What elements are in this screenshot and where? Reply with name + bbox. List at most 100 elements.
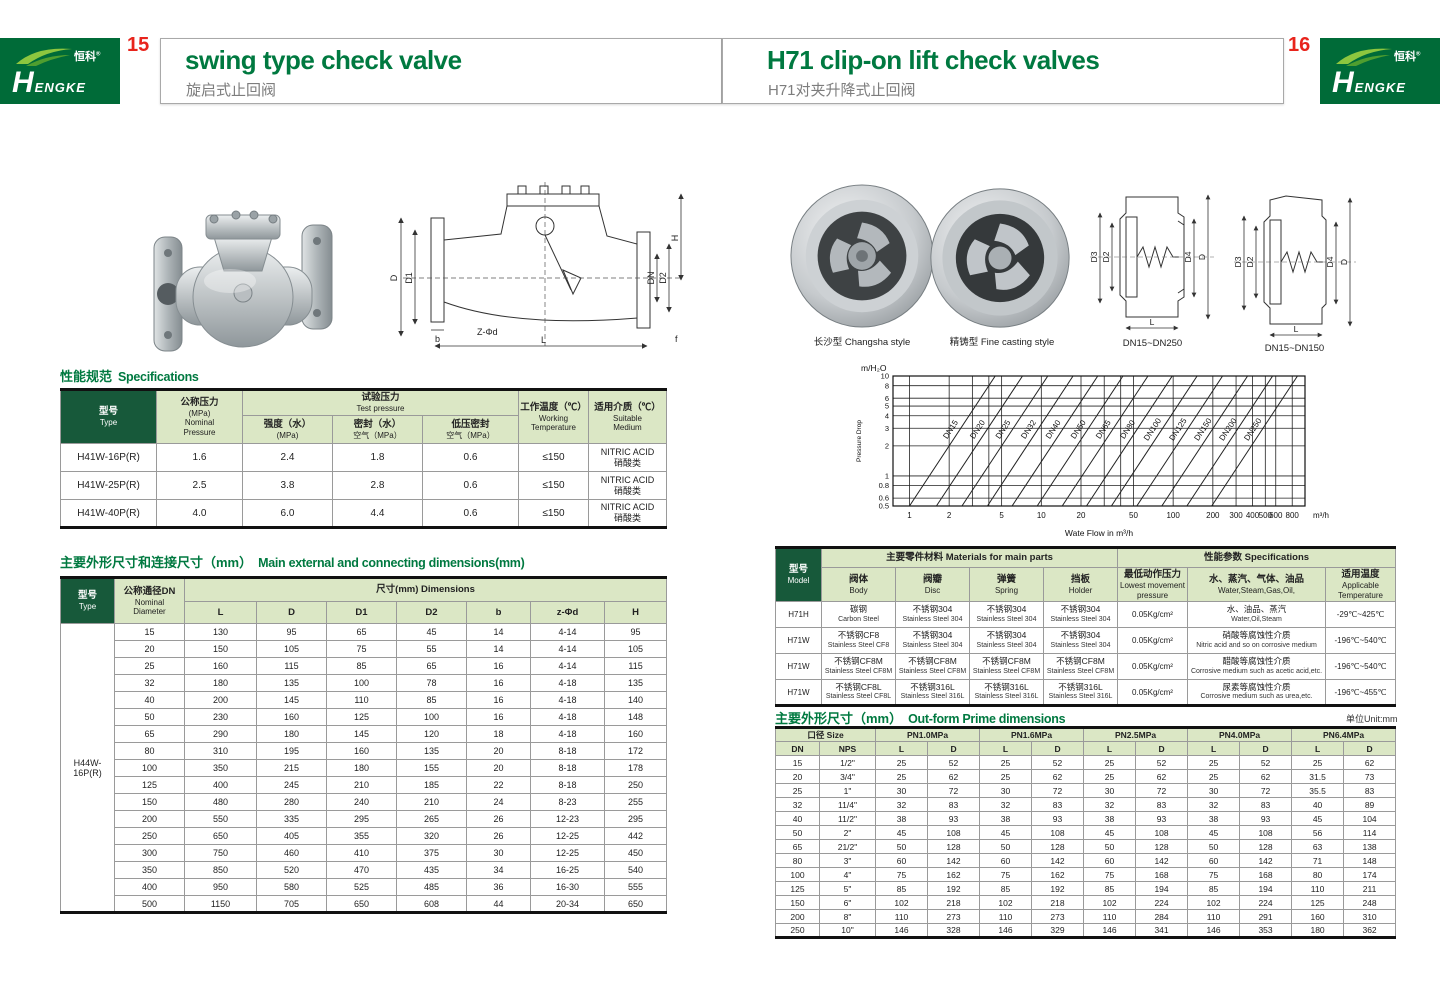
materials-table-row: H71W 不锈钢CF8 Stainless Steel CF8 不锈钢304 Stain… bbox=[775, 627, 1397, 654]
table-cell: 180 bbox=[1291, 923, 1345, 938]
table-cell: 4" bbox=[819, 867, 876, 882]
table-cell: 140 bbox=[603, 691, 668, 709]
table-cell: H41W-16P(R) bbox=[60, 443, 157, 472]
table-cell: 108 bbox=[1135, 825, 1189, 840]
table-cell: 38 bbox=[1187, 811, 1241, 826]
table-cell: 160 bbox=[603, 725, 668, 743]
medium-cell: NITRIC ACID 硝酸类 bbox=[588, 443, 667, 472]
table-cell: 32 bbox=[114, 674, 185, 692]
table-cell: 26 bbox=[466, 827, 531, 845]
table-cell: 72 bbox=[1135, 783, 1189, 798]
model-cell: H71W bbox=[775, 627, 822, 654]
table-cell: 148 bbox=[1343, 853, 1397, 868]
table-cell: 328 bbox=[926, 923, 981, 938]
table-cell: 50 bbox=[775, 825, 820, 840]
table-cell: 40 bbox=[1291, 797, 1345, 812]
x-tick-label: 2 bbox=[947, 511, 952, 520]
series-label-DN15: DN15 bbox=[941, 418, 960, 440]
dim-label-D2: D2 bbox=[1101, 251, 1111, 262]
table-cell: 62 bbox=[926, 769, 981, 784]
y-axis-title: Pressure Drop bbox=[856, 420, 863, 462]
table-cell: 65 bbox=[775, 839, 820, 854]
dim-label-b: b bbox=[435, 334, 440, 344]
page-subtitle-left: 旋启式止回阀 bbox=[186, 82, 277, 99]
col-header-size: 口径 Size bbox=[775, 727, 876, 742]
spec-table-row: H41W-16P(R) 1.6 2.4 1.8 0.6 ≤150 NITRIC ACID 硝酸… bbox=[60, 443, 667, 472]
dim-label-H: H bbox=[670, 235, 680, 242]
table-cell: 75 bbox=[979, 867, 1033, 882]
table-cell: 34 bbox=[466, 861, 531, 879]
table-cell: 85 bbox=[1083, 881, 1137, 896]
spec-section-heading: 性能规范 Specifications bbox=[60, 369, 199, 384]
materials-table-row: H71H 碳钢 Carbon Steel 不锈钢304 Stainless Steel … bbox=[775, 601, 1397, 628]
table-cell: 25 bbox=[1083, 755, 1137, 770]
table-cell: 160 bbox=[184, 657, 257, 675]
table-cell: 45 bbox=[1083, 825, 1137, 840]
table-cell: ≤150 bbox=[518, 443, 589, 472]
table-cell: 44 bbox=[466, 895, 531, 913]
table-cell: 135 bbox=[396, 742, 467, 760]
table-cell: 280 bbox=[256, 793, 327, 811]
table-cell: 4.4 bbox=[332, 499, 423, 528]
body-cell: 不锈钢CF8L Stainless Steel CF8L bbox=[821, 679, 896, 706]
col-subheader: L bbox=[1187, 741, 1241, 756]
col-header-medium: 水、蒸汽、气体、油品 Water,Steam,Gas,Oil, bbox=[1187, 567, 1326, 602]
col-header-D1: D1 bbox=[326, 601, 397, 624]
table-cell: 150 bbox=[775, 895, 820, 910]
table-cell: 30 bbox=[1187, 783, 1241, 798]
wafer-valve-drawing-1: D3 D2 D4 D L bbox=[1089, 194, 1214, 331]
table-cell: 50 bbox=[1083, 839, 1137, 854]
materials-table-row: H71W 不锈钢CF8M Stainless Steel CF8M 不锈钢CF8M St… bbox=[775, 653, 1397, 680]
dim-label-DN: DN bbox=[646, 272, 656, 285]
col-header-specs-group: 性能参数 Specifications bbox=[1116, 547, 1397, 568]
table-cell: 142 bbox=[1135, 853, 1189, 868]
table-cell: 83 bbox=[1239, 797, 1293, 812]
table-cell: 525 bbox=[326, 878, 397, 896]
table-cell: 310 bbox=[1343, 909, 1397, 924]
table-cell: ≤150 bbox=[518, 471, 589, 500]
dimensions-table-row: 25 160 115 85 65 16 4-14 115 bbox=[61, 657, 668, 675]
series-label-DN80: DN80 bbox=[1118, 418, 1137, 440]
table-cell: 2.5 bbox=[156, 471, 243, 500]
col-subheader: D bbox=[1239, 741, 1293, 756]
table-cell: 102 bbox=[1083, 895, 1137, 910]
outform-table-row: 125 5" 85 192 85 192 85 194 85 194 110 211 bbox=[775, 881, 1397, 896]
table-cell: 460 bbox=[256, 844, 327, 862]
table-cell: 71 bbox=[1291, 853, 1345, 868]
brand-name-en: HENGKE bbox=[1332, 66, 1406, 99]
table-cell: 16 bbox=[466, 691, 531, 709]
table-cell: 83 bbox=[926, 797, 981, 812]
dimensions-table-row: 350 850 520 470 435 34 16-25 540 bbox=[61, 861, 668, 879]
dim-label-L: L bbox=[1150, 317, 1155, 327]
table-cell: 6.0 bbox=[242, 499, 333, 528]
table-cell: 146 bbox=[1083, 923, 1137, 938]
page-title-right: H71 clip-on lift check valves bbox=[767, 45, 1100, 75]
medium-cell: 醋酸等腐蚀性介质 Corrosive medium such as acetic … bbox=[1187, 653, 1326, 680]
col-header-pn16: PN1.6MPa bbox=[979, 727, 1085, 742]
table-cell: 110 bbox=[1291, 881, 1345, 896]
table-cell: 146 bbox=[875, 923, 928, 938]
wafer-valve-drawing-2: D3 D2 D4 D L bbox=[1233, 195, 1356, 338]
table-cell: 608 bbox=[396, 895, 467, 913]
table-cell: 36 bbox=[466, 878, 531, 896]
table-cell: 192 bbox=[1031, 881, 1085, 896]
table-cell: 0.6 bbox=[422, 443, 519, 472]
series-line-DN125 bbox=[1136, 376, 1223, 506]
table-cell: 25 bbox=[114, 657, 185, 675]
table-cell: 31.5 bbox=[1291, 769, 1345, 784]
table-cell: 25 bbox=[1083, 769, 1137, 784]
col-header-D2: D2 bbox=[396, 601, 467, 624]
dim-label-D4: D4 bbox=[1183, 251, 1193, 262]
x-tick-label: 100 bbox=[1166, 511, 1180, 520]
col-header-dimensions: 尺寸(mm) Dimensions bbox=[183, 577, 668, 602]
dim-label-D1: D1 bbox=[404, 272, 414, 284]
table-cell: 40 bbox=[775, 811, 820, 826]
table-cell: 110 bbox=[1187, 909, 1241, 924]
series-label-DN25: DN25 bbox=[994, 418, 1013, 440]
table-cell: 8-18 bbox=[530, 776, 605, 794]
series-line-DN50 bbox=[1036, 376, 1124, 506]
table-cell: 38 bbox=[1083, 811, 1137, 826]
table-cell: 11/2" bbox=[819, 811, 876, 826]
table-cell: 45 bbox=[396, 623, 467, 641]
table-cell: 93 bbox=[1239, 811, 1293, 826]
